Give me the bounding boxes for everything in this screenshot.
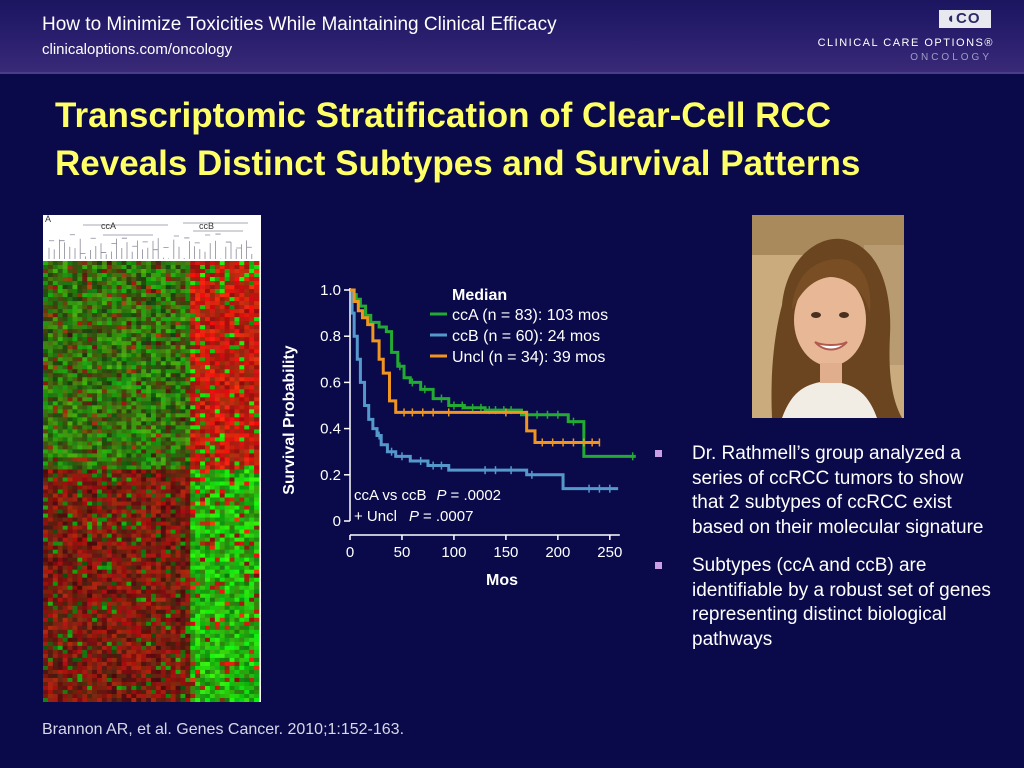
pvalue-annotation-1: ccA vs ccB P = .0002 xyxy=(354,487,501,504)
portrait-photo xyxy=(752,215,904,418)
annotation1-p: P xyxy=(437,487,447,504)
annotation2-value: = .0007 xyxy=(423,508,473,525)
logo-subtitle: ONCOLOGY xyxy=(910,52,992,63)
y-tick-label: 0.4 xyxy=(320,421,341,438)
annotation1-value: = .0002 xyxy=(451,487,501,504)
y-axis-label: Survival Probability xyxy=(281,345,298,494)
slide-title-line2: Reveals Distinct Subtypes and Survival P… xyxy=(55,144,861,183)
chart-axes xyxy=(349,288,620,536)
heatmap-corner-label: A xyxy=(45,215,51,224)
dendrogram-lines xyxy=(48,222,253,259)
annotation2-prefix: + Uncl xyxy=(354,508,397,525)
header-url: clinicaloptions.com/oncology xyxy=(42,41,233,58)
x-axis-label: Mos xyxy=(486,572,518,589)
y-tick-label: 0.2 xyxy=(320,467,341,484)
bullet-square-icon xyxy=(655,562,662,569)
heatmap-label-ccb: ccB xyxy=(199,221,214,231)
y-tick-label: 0 xyxy=(333,513,341,530)
header-title: How to Minimize Toxicities While Maintai… xyxy=(42,14,557,35)
x-tick-label: 250 xyxy=(597,544,622,561)
slide-title-line1: Transcriptomic Stratification of Clear-C… xyxy=(55,96,831,135)
legend-entry: ccB (n = 60): 24 mos xyxy=(452,328,600,345)
bullet-list: Dr. Rathmell’s group analyzed a series o… xyxy=(655,442,995,666)
x-tick-label: 200 xyxy=(545,544,570,561)
survival-chart-svg: 0 0.2 0.4 0.6 0.8 1.0 0 50 100 150 200 250 Median cc… xyxy=(281,282,636,589)
chart-legend: Median ccA (n = 83): 103 mos ccB (n = 60):… xyxy=(430,287,608,366)
logo-name: CLINICAL CARE OPTIONS® xyxy=(817,37,994,49)
legend-entry: Uncl (n = 34): 39 mos xyxy=(452,349,605,366)
bullet-item: Subtypes (ccA and ccB) are identifiable … xyxy=(655,554,995,652)
slide-title: Transcriptomic Stratification of Clear-C… xyxy=(55,92,995,188)
cco-logo-icon: ◖CO xyxy=(946,10,981,27)
x-tick-label: 0 xyxy=(346,544,354,561)
y-tick-label: 1.0 xyxy=(320,282,341,299)
heatmap-figure: A ccA ccB xyxy=(43,214,261,703)
heatmap-label-cca: ccA xyxy=(101,221,116,231)
chart-series xyxy=(350,288,636,493)
y-tick-label: 0.6 xyxy=(320,374,341,391)
x-tick-label: 150 xyxy=(493,544,518,561)
survival-chart: 0 0.2 0.4 0.6 0.8 1.0 0 50 100 150 200 250 Median cc… xyxy=(270,272,670,602)
header-bar: How to Minimize Toxicities While Maintai… xyxy=(0,0,1024,74)
annotation1-prefix: ccA vs ccB xyxy=(354,487,427,504)
bullet-text: Subtypes (ccA and ccB) are identifiable … xyxy=(692,555,991,650)
bullet-item: Dr. Rathmell’s group analyzed a series o… xyxy=(655,442,995,540)
logo-box xyxy=(939,10,991,28)
legend-entry: ccA (n = 83): 103 mos xyxy=(452,307,608,324)
bullet-square-icon xyxy=(655,450,662,457)
chart-ticks: 0 0.2 0.4 0.6 0.8 1.0 0 50 100 150 200 250 xyxy=(320,282,622,561)
heatmap-svg: A ccA ccB xyxy=(43,214,260,703)
dendrogram xyxy=(48,222,253,259)
heatmap-cells xyxy=(43,261,260,703)
legend-title: Median xyxy=(452,287,507,304)
bullet-text: Dr. Rathmell’s group analyzed a series o… xyxy=(692,443,984,538)
x-tick-label: 50 xyxy=(394,544,411,561)
x-tick-label: 100 xyxy=(441,544,466,561)
pvalue-annotation-2: + Uncl P = .0007 xyxy=(354,508,473,525)
portrait-icon xyxy=(752,215,904,418)
series-line-2 xyxy=(350,288,600,444)
y-tick-label: 0.8 xyxy=(320,328,341,345)
annotation2-p: P xyxy=(409,508,419,525)
citation: Brannon AR, et al. Genes Cancer. 2010;1:… xyxy=(42,721,405,738)
